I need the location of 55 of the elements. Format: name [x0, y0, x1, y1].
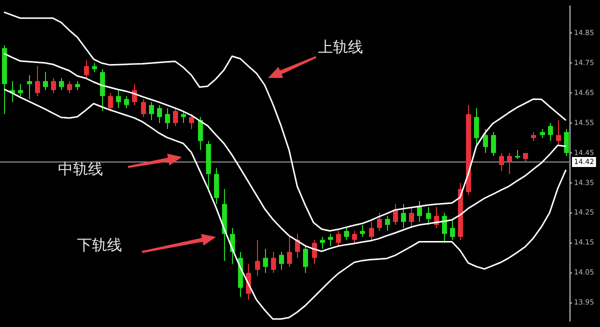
candlestick — [84, 60, 89, 79]
candlestick — [165, 108, 170, 130]
candlestick — [409, 206, 414, 228]
candlestick — [491, 132, 496, 157]
candlestick — [27, 74, 32, 100]
candlestick — [43, 72, 48, 91]
candlestick — [214, 167, 219, 204]
candlestick — [507, 152, 512, 174]
candlestick — [59, 78, 64, 91]
candlestick — [385, 215, 390, 232]
candlestick — [181, 110, 186, 124]
candlestick — [548, 122, 553, 142]
annotation: 下轨线 — [77, 236, 122, 255]
candlestick — [426, 206, 431, 226]
candlestick — [352, 230, 357, 244]
candlestick — [303, 245, 308, 274]
candlestick — [255, 239, 260, 276]
candlestick — [499, 152, 504, 172]
candlestick — [320, 236, 325, 250]
candlestick — [100, 68, 105, 112]
candlestick — [279, 251, 284, 270]
candlestick — [173, 108, 178, 127]
candlestick — [564, 128, 569, 157]
annotation: 中轨线 — [58, 160, 103, 179]
candlestick — [67, 80, 72, 94]
candlestick — [393, 203, 398, 226]
candlestick — [328, 233, 333, 246]
candlestick — [51, 78, 56, 94]
candlestick — [35, 66, 40, 97]
candlestick — [344, 227, 349, 240]
candlestick — [271, 251, 276, 274]
candlestick — [287, 236, 292, 268]
candlestick — [336, 230, 341, 246]
candlestick — [442, 212, 447, 244]
candlestick — [377, 212, 382, 232]
candlestick — [124, 96, 129, 109]
candlestick — [149, 102, 154, 121]
candlestick — [401, 203, 406, 228]
candlestick — [141, 98, 146, 118]
candlestick — [360, 224, 365, 238]
candlestick — [369, 221, 374, 240]
candlestick — [108, 92, 113, 112]
candlestick — [483, 128, 488, 154]
candlestick — [198, 116, 203, 151]
candlestick — [556, 120, 561, 145]
candlestick — [312, 239, 317, 264]
candlestick — [18, 84, 23, 97]
candlestick — [157, 104, 162, 124]
candlestick — [417, 200, 422, 222]
candlestick — [189, 114, 194, 130]
candlestick — [474, 108, 479, 148]
candlestick — [263, 248, 268, 274]
candlestick — [116, 90, 121, 109]
candlestick — [450, 218, 455, 240]
annotation: 上轨线 — [318, 38, 363, 57]
